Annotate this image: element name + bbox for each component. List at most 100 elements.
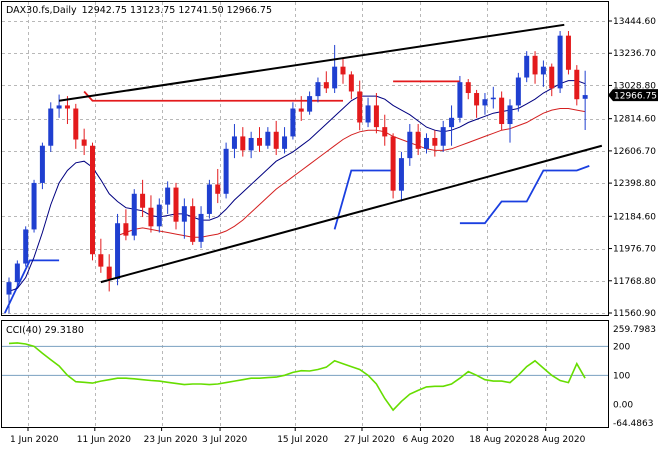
- bullish-candle: [23, 226, 29, 267]
- bearish-candle: [532, 51, 538, 84]
- candle-body: [290, 108, 296, 137]
- candle-body: [307, 96, 313, 112]
- bearish-candle: [298, 96, 304, 121]
- candle-body: [582, 95, 588, 99]
- bearish-candle: [73, 103, 79, 149]
- candle-body: [215, 184, 221, 194]
- price-tick-label: 11560.90: [613, 309, 656, 319]
- bullish-candle: [265, 127, 271, 149]
- bearish-candle: [382, 114, 388, 146]
- bullish-candle: [457, 75, 463, 123]
- bullish-candle: [282, 127, 288, 154]
- candle-body: [348, 74, 354, 92]
- bullish-candle: [407, 124, 413, 166]
- bearish-candle: [148, 195, 154, 233]
- bearish-candle: [348, 71, 354, 100]
- main-gridlines: [2, 2, 608, 315]
- bearish-candle: [549, 63, 555, 97]
- bullish-candle: [48, 102, 54, 152]
- candle-body: [574, 69, 580, 100]
- candle-body: [407, 131, 413, 159]
- bearish-candle: [106, 254, 112, 292]
- price-tick-label: 12814.60: [613, 115, 656, 125]
- candle-body: [257, 137, 262, 146]
- candle-body: [499, 97, 505, 125]
- bullish-candle: [31, 179, 37, 233]
- bullish-candle: [248, 131, 254, 159]
- bullish-candle: [290, 102, 296, 140]
- candle-body: [131, 193, 137, 236]
- slow-moving-average-line: [117, 108, 586, 238]
- support-level: [3, 259, 60, 314]
- candle-body: [432, 137, 438, 146]
- price-axis-labels: 13444.60 13236.70 13028.80 12814.60 12606.70…: [608, 17, 656, 319]
- candle-body: [474, 93, 480, 106]
- bullish-candle: [524, 51, 530, 83]
- candle-body: [140, 193, 146, 208]
- bearish-candle: [574, 65, 580, 106]
- bearish-candle: [240, 127, 246, 157]
- cci-level-lines: [2, 345, 608, 376]
- bullish-candle: [557, 31, 563, 94]
- candle-body: [273, 131, 279, 149]
- candle-body: [482, 99, 488, 106]
- candle-body: [315, 82, 321, 97]
- bullish-candle: [206, 179, 212, 219]
- candle-body: [524, 55, 530, 78]
- bearish-candle: [565, 31, 571, 75]
- support-level: [459, 165, 590, 225]
- candle-body: [173, 187, 179, 222]
- trend-line: [58, 23, 565, 102]
- price-tick-label: 12606.70: [613, 147, 656, 157]
- price-tick-label: 12398.80: [613, 179, 656, 189]
- bearish-candle: [64, 96, 70, 125]
- candle-body: [390, 136, 396, 191]
- date-tick-label: 15 Jul 2020: [277, 435, 328, 445]
- candle-body: [90, 145, 95, 255]
- candle-body: [265, 131, 271, 146]
- date-axis-labels: 1 Jun 2020 11 Jun 2020 23 Jun 2020 3 Jul 20…: [10, 427, 586, 445]
- bullish-candle: [307, 91, 313, 115]
- price-tick-label: 13444.60: [613, 17, 656, 27]
- price-tick-label: 12184.60: [613, 212, 656, 222]
- candle-body: [48, 108, 54, 146]
- bearish-candle: [465, 79, 471, 100]
- bullish-candle: [156, 198, 162, 233]
- bearish-candle: [215, 168, 221, 204]
- bearish-candle: [98, 238, 104, 273]
- bullish-candle: [482, 93, 488, 115]
- candle-body: [323, 82, 329, 89]
- candle-body: [549, 66, 555, 89]
- bearish-candle: [499, 91, 505, 131]
- bearish-candle: [90, 142, 95, 261]
- bullish-candle: [365, 97, 371, 128]
- candle-body: [231, 136, 237, 149]
- bullish-candle: [490, 86, 496, 109]
- bearish-candle: [474, 89, 480, 118]
- candle-body: [332, 66, 338, 89]
- cci-panel-frame: [1, 320, 609, 428]
- candle-body: [39, 145, 45, 183]
- bearish-candle: [432, 130, 438, 157]
- candle-body: [449, 117, 455, 128]
- date-tick-label: 23 Jun 2020: [144, 435, 198, 445]
- price-tick-label: 11768.80: [613, 277, 656, 287]
- candle-body: [206, 184, 212, 214]
- candle-body: [557, 35, 563, 89]
- candle-body: [165, 187, 171, 205]
- cci-tick-label: 200: [613, 342, 630, 352]
- trend-channel-lines: [58, 23, 603, 284]
- bearish-candle: [323, 71, 329, 94]
- bullish-candle: [332, 44, 338, 94]
- bearish-candle: [257, 127, 262, 152]
- candle-body: [565, 35, 571, 70]
- candle-body: [532, 55, 538, 75]
- bearish-candle: [273, 120, 279, 156]
- candle-body: [156, 204, 162, 227]
- date-tick-label: 18 Aug 2020: [469, 435, 527, 445]
- cci-tick-label: 0.00: [613, 400, 633, 410]
- bullish-candle: [131, 189, 137, 241]
- date-tick-label: 11 Jun 2020: [77, 435, 131, 445]
- bullish-candle: [56, 94, 62, 118]
- fast-moving-average-line: [8, 80, 586, 292]
